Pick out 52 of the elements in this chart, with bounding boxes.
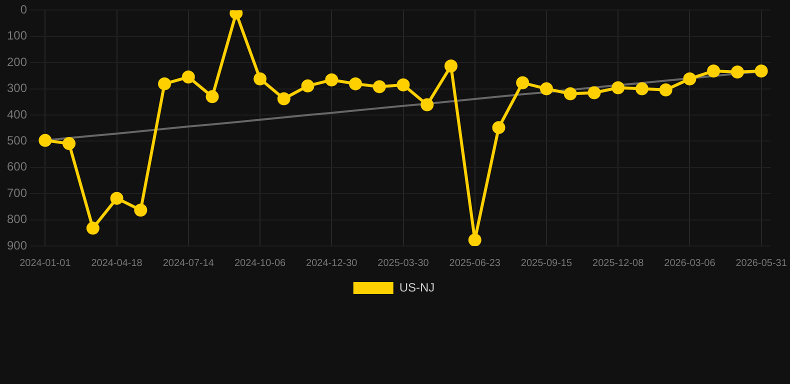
x-tick-label: 2026-03-06 [664, 258, 716, 269]
point [516, 76, 530, 90]
point [540, 82, 553, 96]
y-tick-label: 300 [6, 81, 28, 96]
point [683, 72, 696, 86]
point [588, 86, 601, 100]
legend-label: US-NJ [399, 280, 435, 294]
point [325, 73, 338, 86]
y-tick-label: 400 [6, 107, 28, 122]
x-tick-label: 2026-05-31 [736, 258, 788, 269]
y-tick-label: 700 [6, 186, 28, 200]
point [38, 134, 52, 147]
point [635, 82, 648, 96]
point [730, 66, 744, 79]
x-tick-label: 2024-10-06 [234, 258, 286, 269]
x-tick-label: 2025-03-30 [378, 258, 430, 269]
y-tick-label: 800 [6, 212, 28, 226]
point [110, 192, 124, 205]
y-tick-label: 100 [6, 28, 28, 43]
x-tick-label: 2025-09-15 [520, 258, 572, 269]
point [182, 70, 195, 84]
point [254, 72, 267, 86]
point [86, 222, 100, 235]
x-tick-label: 2024-04-18 [91, 258, 143, 269]
point [492, 121, 506, 134]
point [349, 77, 362, 90]
point [396, 78, 410, 92]
y-tick-label: 900 [6, 238, 28, 252]
x-tick-label: 2024-12-30 [306, 258, 358, 269]
point [206, 90, 219, 104]
point [372, 80, 386, 94]
x-tick-label: 2024-01-01 [20, 258, 72, 269]
point [707, 64, 720, 78]
point [301, 79, 314, 92]
y-tick-label: 600 [6, 160, 28, 174]
x-tick-label: 2025-12-08 [592, 258, 644, 269]
x-tick-label: 2024-07-14 [162, 258, 214, 269]
point [468, 233, 482, 246]
y-tick-label: 200 [6, 54, 28, 69]
point [659, 83, 672, 96]
point [277, 92, 290, 106]
point [444, 60, 458, 73]
point [420, 98, 434, 112]
point [612, 81, 625, 94]
y-tick-label: 500 [6, 134, 28, 148]
y-tick-label: 0 [20, 2, 28, 17]
point [754, 64, 768, 78]
point [134, 204, 148, 217]
point [564, 87, 577, 100]
x-tick-label: 2025-06-23 [449, 258, 501, 269]
point [62, 137, 76, 150]
point [158, 77, 172, 90]
